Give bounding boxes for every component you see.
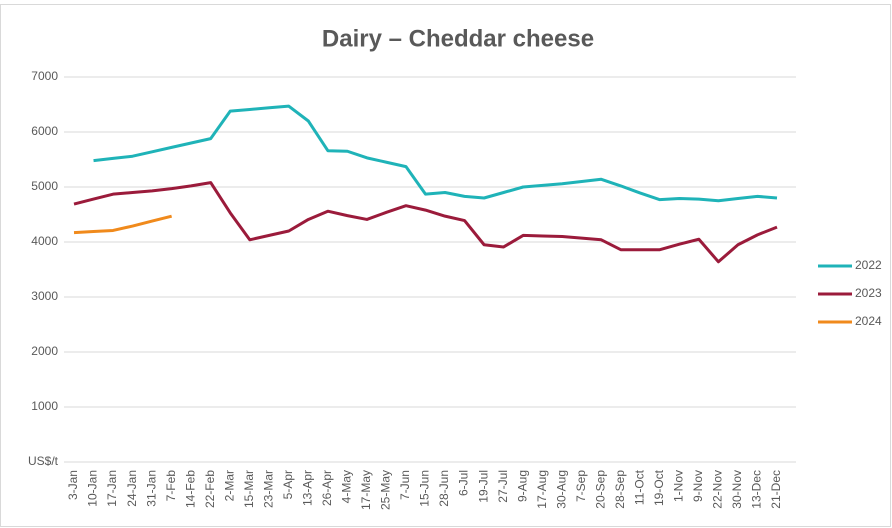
series-line bbox=[93, 104, 778, 203]
x-tick-label: 21-Dec bbox=[769, 470, 783, 509]
x-tick-label: 15-Jun bbox=[418, 470, 432, 507]
y-tick-label: 7000 bbox=[31, 69, 58, 83]
x-tick-label: 27-Jul bbox=[496, 470, 510, 503]
x-tick-label: 23-Mar bbox=[261, 470, 275, 508]
x-tick-label: 10-Jan bbox=[86, 470, 100, 507]
x-tick-label: 13-Apr bbox=[301, 470, 315, 506]
x-tick-label: 24-Jan bbox=[125, 470, 139, 507]
legend-label: 2022 bbox=[855, 258, 882, 272]
x-tick-label: 28-Jun bbox=[437, 470, 451, 507]
chart-title: Dairy – Cheddar cheese bbox=[322, 25, 594, 52]
x-tick-label: 26-Apr bbox=[320, 470, 334, 506]
x-tick-label: 11-Oct bbox=[632, 469, 646, 505]
x-tick-label: 13-Dec bbox=[750, 470, 764, 509]
series-line bbox=[73, 181, 778, 264]
x-tick-label: 1-Nov bbox=[672, 470, 686, 502]
x-tick-label: 9-Aug bbox=[515, 470, 529, 502]
x-tick-label: 30-Nov bbox=[730, 470, 744, 509]
x-tick-label: 22-Feb bbox=[203, 470, 217, 508]
x-tick-label: 31-Jan bbox=[144, 470, 158, 507]
chart-frame bbox=[0, 4, 891, 527]
x-tick-label: 5-Apr bbox=[281, 470, 295, 499]
x-tick-label: 4-May bbox=[340, 470, 354, 503]
x-tick-label: 19-Jul bbox=[476, 470, 490, 503]
x-tick-label: 7-Feb bbox=[164, 470, 178, 502]
x-tick-label: 14-Feb bbox=[183, 470, 197, 508]
x-tick-label: 19-Oct bbox=[652, 469, 666, 506]
x-tick-label: 17-Aug bbox=[535, 470, 549, 509]
series-line bbox=[73, 214, 173, 235]
x-tick-label: 22-Nov bbox=[711, 470, 725, 509]
x-tick-label: 25-May bbox=[379, 470, 393, 510]
y-tick-label: 5000 bbox=[31, 179, 58, 193]
x-tick-label: 3-Jan bbox=[66, 470, 80, 500]
x-tick-label: 30-Aug bbox=[554, 470, 568, 509]
y-tick-label: 4000 bbox=[31, 234, 58, 248]
x-tick-label: 7-Jun bbox=[398, 470, 412, 500]
x-tick-label: 15-Mar bbox=[242, 470, 256, 508]
y-tick-label: US$/t bbox=[28, 454, 59, 468]
x-tick-label: 17-May bbox=[359, 470, 373, 510]
y-tick-label: 1000 bbox=[31, 399, 58, 413]
x-tick-label: 2-Mar bbox=[222, 470, 236, 501]
x-tick-label: 28-Sep bbox=[613, 470, 627, 509]
x-tick-label: 17-Jan bbox=[105, 470, 119, 507]
x-tick-label: 7-Sep bbox=[574, 470, 588, 502]
y-tick-label: 2000 bbox=[31, 344, 58, 358]
x-tick-label: 20-Sep bbox=[593, 470, 607, 509]
x-tick-label: 6-Jul bbox=[457, 470, 471, 496]
x-tick-label: 9-Nov bbox=[691, 470, 705, 502]
legend-label: 2024 bbox=[855, 314, 882, 328]
y-tick-label: 6000 bbox=[31, 124, 58, 138]
y-tick-label: 3000 bbox=[31, 289, 58, 303]
legend-label: 2023 bbox=[855, 286, 882, 300]
